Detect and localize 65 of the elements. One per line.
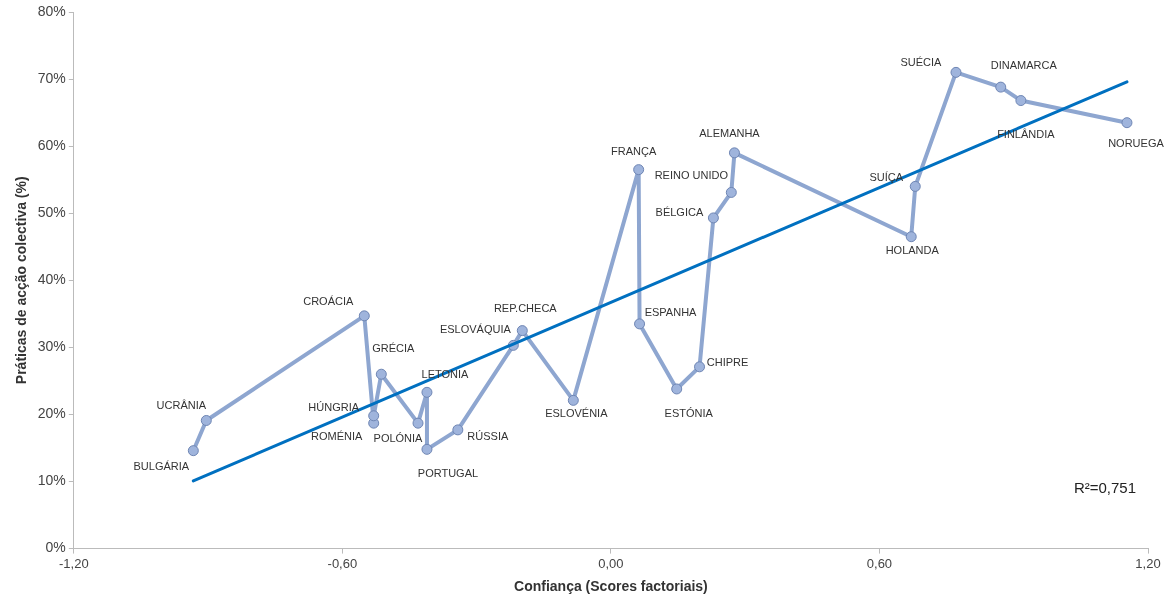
point bbox=[1121, 117, 1133, 129]
annotation: BÉLGICA bbox=[655, 205, 704, 218]
annotation: FRANÇA bbox=[611, 144, 657, 157]
annotation: ESLOVÁQUIA bbox=[439, 323, 512, 336]
y-tick-label: 0% bbox=[45, 539, 66, 556]
point bbox=[375, 368, 387, 380]
annotation: ESTÓNIA bbox=[664, 406, 714, 419]
point bbox=[452, 424, 464, 436]
annotation: ESLOVÉNIA bbox=[545, 407, 609, 420]
annotation: HOLANDA bbox=[885, 243, 940, 256]
point bbox=[634, 318, 646, 330]
y-tick-label: 40% bbox=[37, 271, 66, 288]
point bbox=[421, 443, 433, 455]
annotation: ESPANHA bbox=[644, 305, 698, 318]
annotation: DINAMARCA bbox=[990, 59, 1058, 72]
point bbox=[633, 164, 645, 176]
annotation: CHIPRE bbox=[706, 355, 749, 368]
point bbox=[905, 231, 917, 243]
x-tick-label: -1,20 bbox=[59, 555, 89, 571]
point bbox=[694, 361, 706, 373]
y-tick-label: 20% bbox=[37, 405, 66, 422]
annotation: PORTUGAL bbox=[417, 467, 479, 480]
point bbox=[516, 325, 528, 337]
point bbox=[358, 310, 370, 322]
point bbox=[187, 445, 199, 457]
annotation: REP.CHECA bbox=[493, 301, 558, 314]
annotation: SUÍÇA bbox=[869, 171, 904, 184]
annotation: CROÁCIA bbox=[303, 294, 355, 307]
point bbox=[995, 81, 1007, 93]
annotation: R²=0,751 bbox=[1073, 478, 1136, 496]
point bbox=[909, 180, 921, 192]
point bbox=[950, 66, 962, 78]
annotation: UCRÂNIA bbox=[156, 398, 207, 411]
y-tick-label: 50% bbox=[37, 204, 66, 221]
y-axis-title: Práticas de acção colectiva (%) bbox=[13, 176, 30, 385]
y-tick-label: 30% bbox=[37, 338, 66, 355]
annotation: POLÓNIA bbox=[373, 432, 424, 445]
point bbox=[707, 212, 719, 224]
x-tick-label: -0,60 bbox=[327, 555, 358, 571]
annotation: BULGÁRIA bbox=[133, 459, 190, 472]
point bbox=[728, 147, 740, 159]
annotation: GRÉCIA bbox=[372, 342, 416, 355]
annotation: HÚNGRIA bbox=[308, 400, 360, 413]
x-axis-title: Confiança (Scores factoriais) bbox=[514, 578, 708, 595]
point bbox=[412, 417, 424, 429]
x-tick-label: 0,60 bbox=[866, 555, 893, 571]
y-tick-label: 10% bbox=[37, 472, 66, 489]
point bbox=[671, 383, 683, 395]
annotation: ROMÉNIA bbox=[311, 430, 364, 443]
y-tick-label: 80% bbox=[37, 2, 66, 19]
y-tick-label: 60% bbox=[37, 137, 66, 154]
annotation: ALEMANHA bbox=[699, 126, 761, 139]
point bbox=[200, 414, 212, 426]
annotation: RÚSSIA bbox=[467, 429, 509, 442]
x-tick-label: 1,20 bbox=[1135, 555, 1161, 571]
x-tick-label: 0,00 bbox=[598, 555, 624, 571]
y-tick-label: 70% bbox=[37, 69, 66, 86]
point bbox=[421, 386, 433, 398]
point bbox=[725, 186, 737, 198]
annotation: REINO UNIDO bbox=[654, 169, 729, 182]
annotation: SUÉCIA bbox=[900, 56, 943, 69]
point bbox=[1015, 95, 1027, 107]
point bbox=[567, 394, 579, 406]
point bbox=[368, 410, 380, 422]
annotation: NORUEGA bbox=[1108, 136, 1165, 149]
